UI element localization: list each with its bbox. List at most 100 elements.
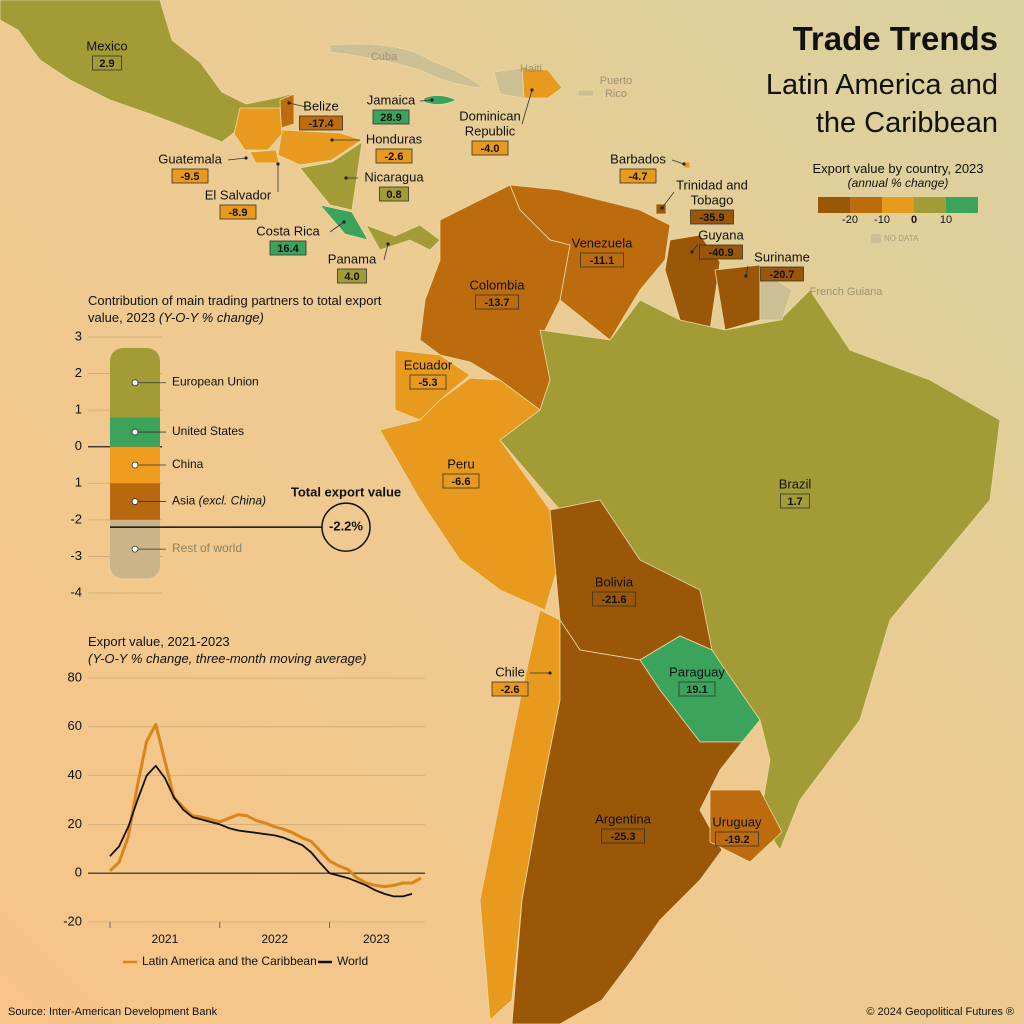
leader-dot [430,98,434,102]
country-name: Peru [447,456,474,471]
value-box [372,109,410,125]
leader-dot [660,206,664,210]
y-tick-label: 40 [68,767,82,782]
x-tick-label: 2023 [363,932,390,946]
y-tick-label: 2 [75,365,82,380]
leader-line [419,99,433,102]
leader-dot [682,162,686,166]
value-box [619,168,657,184]
value-label: -9.5 [181,171,200,183]
chart-title: Export value, 2021-2023 (Y-O-Y % change, … [88,633,418,667]
value-box [171,168,209,184]
value-box [299,115,343,131]
country-shape [423,95,457,105]
country-shape [365,224,441,251]
country-shape [511,618,743,1024]
value-box [592,591,636,607]
leader-line [227,157,247,161]
y-tick-label: 20 [68,816,82,831]
country-name: Panama [328,251,377,266]
country-name: Colombia [470,277,526,292]
no-data-label: NO DATA [884,234,919,243]
value-label: -2.6 [385,151,404,163]
country-shape [299,141,363,211]
y-tick-label: 0 [75,438,82,453]
chart-title: Contribution of main trading partners to… [88,292,388,326]
legend-swatch [882,197,914,213]
legend-title: Export value by country, 2023 [812,161,984,176]
value-box [715,831,759,847]
chart-subtitle: (Y-O-Y % change) [158,310,264,325]
country-name: Paraguay [669,664,725,679]
series-line [108,722,422,889]
value-box [491,681,529,697]
legend-tick-label: -20 [842,214,858,226]
segment-note: (excl. China) [195,494,266,508]
value-label: -8.9 [229,207,248,219]
total-title: Total export value [291,484,401,499]
value-label: -11.1 [590,255,614,267]
segment-dot [131,428,139,436]
value-label: -6.6 [452,476,471,488]
line-chart: 80 60 40 20 0 -20 2021 2022 2023 Latin America an… [63,669,425,968]
segment-name: Asia [172,494,196,508]
country-name: Argentina [595,811,651,826]
legend-tick-label: 10 [940,214,952,226]
leader-line [383,243,389,261]
leader-dot [690,250,694,254]
bar-chart: 3 2 1 0 1 -2 -3 -4 United States European Union Ch… [70,328,401,599]
value-label: -21.6 [601,594,626,606]
segment-label: Rest of world [172,541,242,555]
value-box [219,204,257,220]
no-data-shape [759,269,793,321]
leader-dot [530,88,534,92]
country-name: Republic [465,123,516,138]
value-box [409,374,447,390]
value-label: 19.1 [686,684,707,696]
chart-title-text: Contribution of main trading partners to… [88,293,382,325]
title: Trade Trends [792,20,998,57]
leader-dot [548,671,552,675]
leader-line [745,265,749,277]
leader-dot [287,101,291,105]
chart-subtitle: (Y-O-Y % change, three-month moving aver… [88,651,367,666]
value-box [375,148,413,164]
value-label: -40.9 [708,247,733,259]
map-labels: Mexico 2.9 Belize -17.4 Jamaica 28.9 Dominican… [86,38,883,847]
country-name: Dominican [459,108,520,123]
value-label: -19.2 [724,834,749,846]
segment-dot [131,545,139,553]
segment-name: Rest of world [172,541,242,555]
segment-label: United States [172,424,244,438]
legend-swatch [914,197,946,213]
country-name: Brazil [779,476,812,491]
country-name: Guatemala [158,151,222,166]
no-data-name: Haiti [520,63,542,75]
country-name: Uruguay [712,814,762,829]
value-box [601,828,645,844]
country-name: Guyana [698,227,744,242]
value-label: 4.0 [344,271,359,283]
segment-dot [131,461,139,469]
segment-dot [131,379,139,387]
leader-dot [342,220,346,224]
y-tick-label: 0 [75,865,82,880]
leader-dot [330,138,334,142]
segment-label: China [172,457,204,471]
country-name: Nicaragua [364,169,424,184]
leader-line [671,159,685,165]
country-name: Jamaica [367,92,416,107]
y-tick-label: 3 [75,328,82,343]
country-name: Chile [495,664,525,679]
legend-tick-label: 0 [911,214,917,226]
value-box [442,473,480,489]
country-name: Honduras [366,131,423,146]
x-tick-label: 2021 [152,932,179,946]
value-box [580,252,624,268]
value-label: -13.7 [484,297,509,309]
value-box [780,493,810,509]
no-data-shape [493,67,525,99]
country-name: Tobago [691,192,734,207]
value-label: -4.0 [481,143,500,155]
